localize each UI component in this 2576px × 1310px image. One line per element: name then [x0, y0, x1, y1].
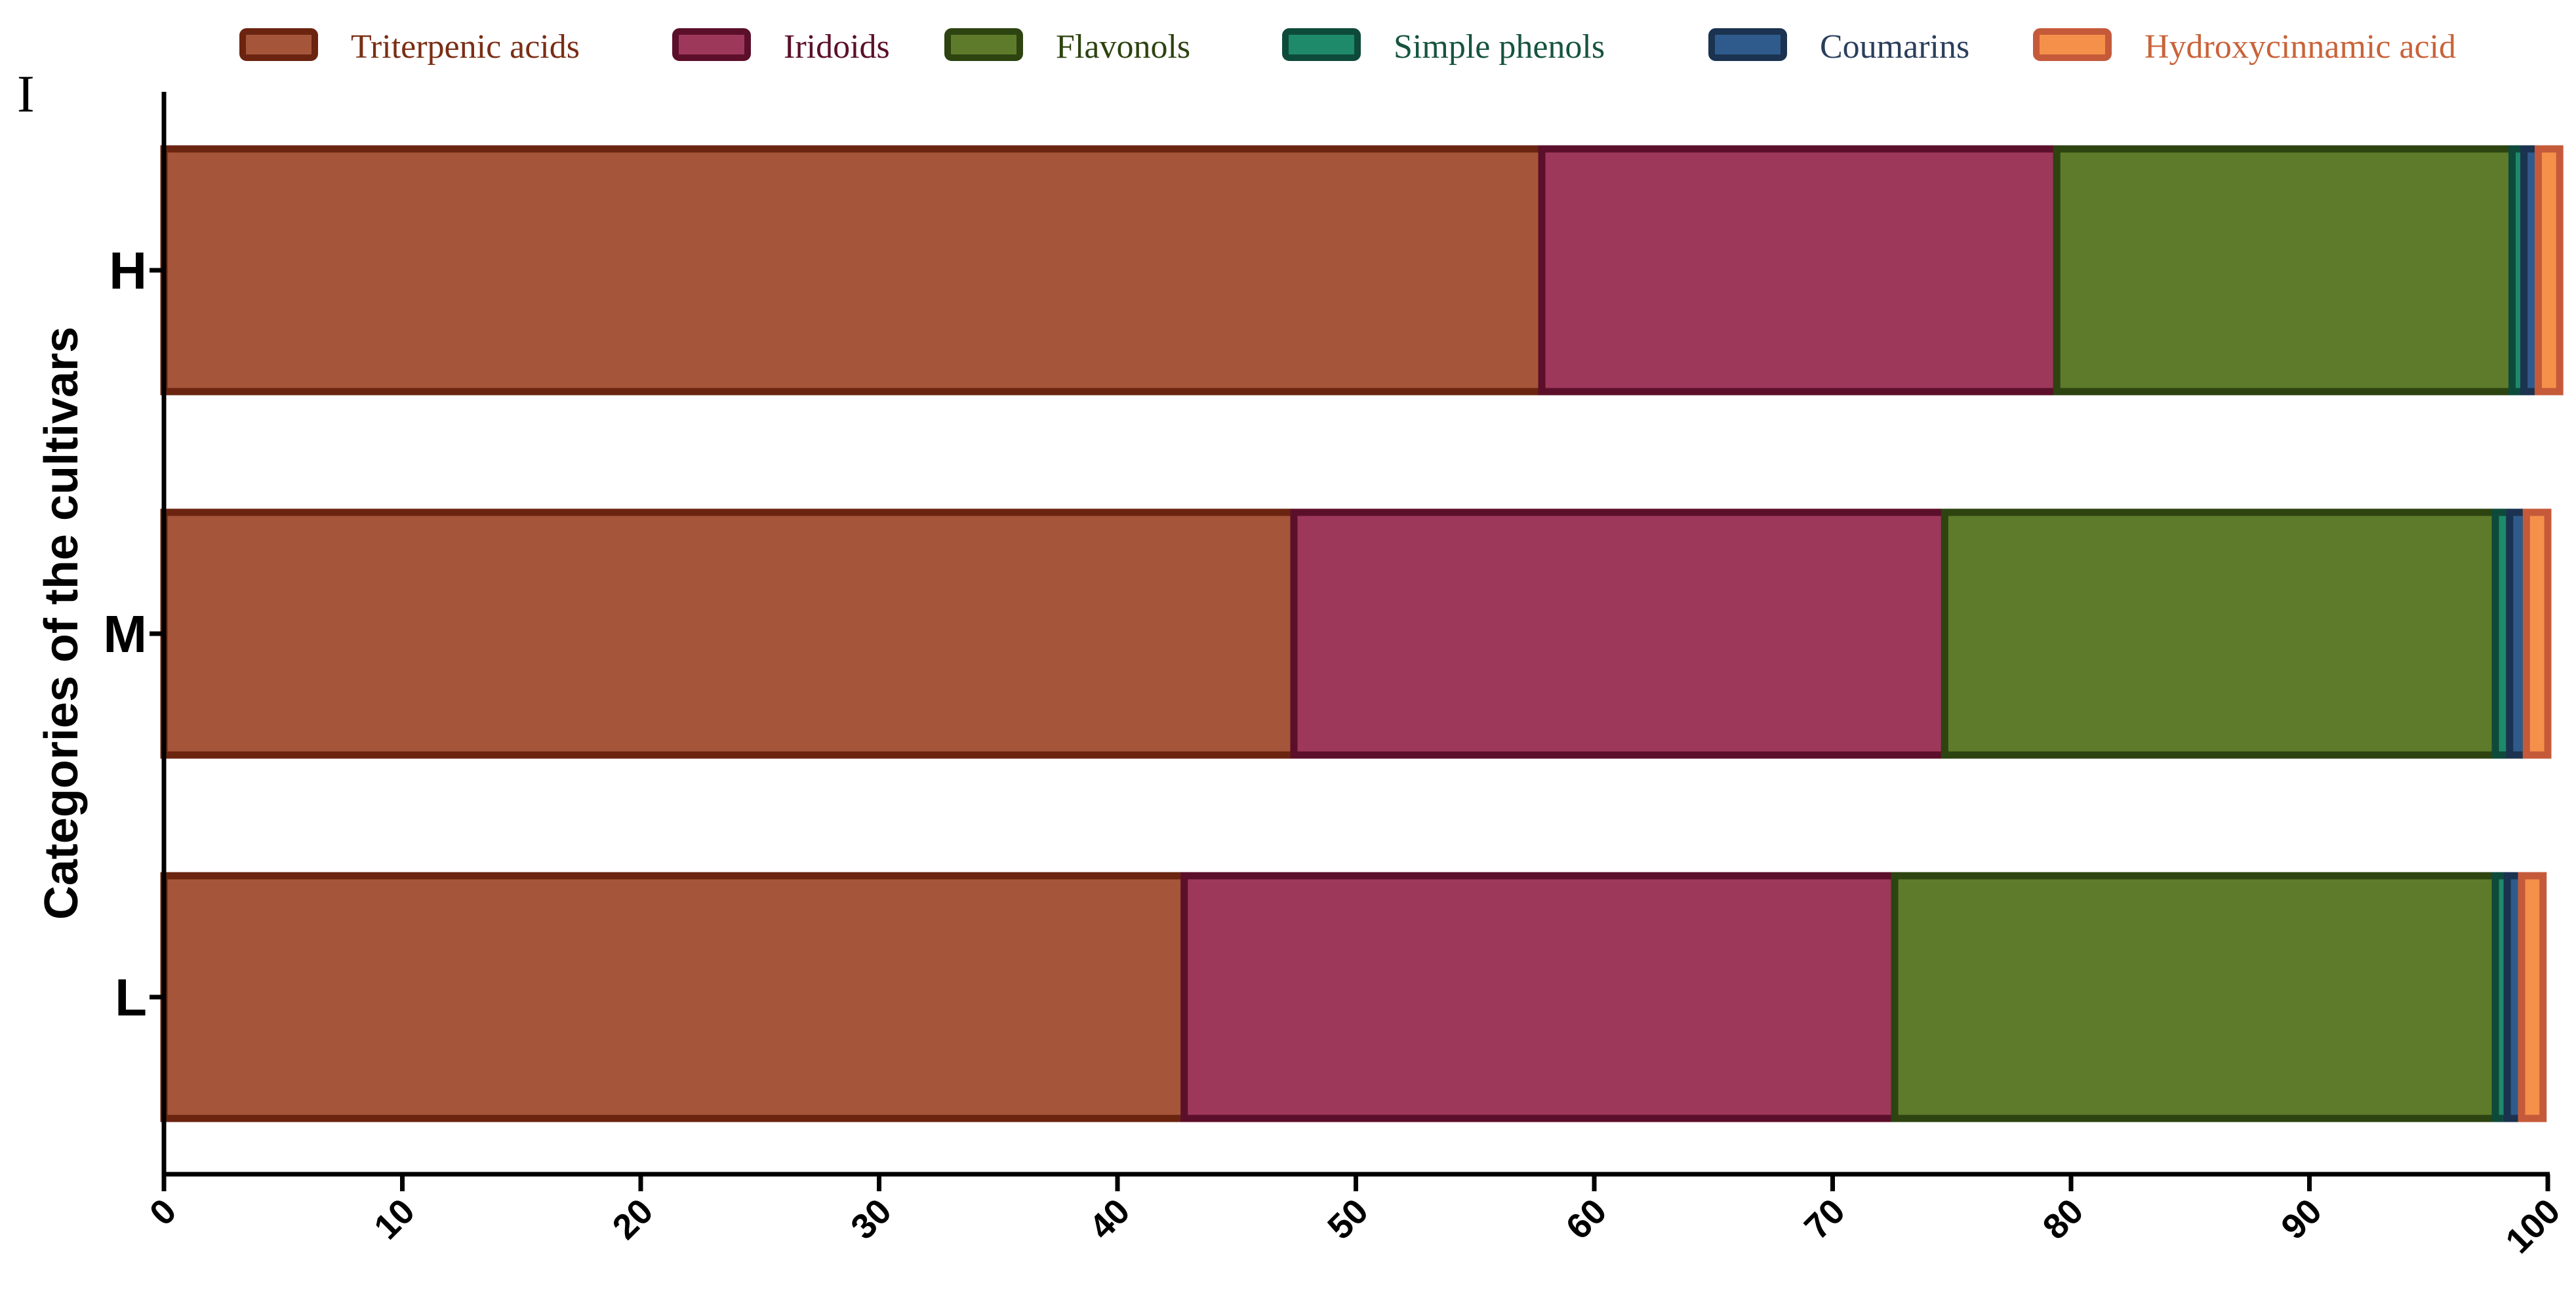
bar-segment — [160, 872, 1188, 1122]
bar-segment — [1180, 872, 1899, 1122]
legend-label: Iridoids — [784, 28, 890, 66]
bar-segment — [1538, 145, 2061, 396]
legend-swatch — [1282, 28, 1361, 61]
legend-label: Triterpenic acids — [351, 28, 580, 66]
legend-label: Flavonols — [1056, 28, 1190, 66]
y-axis-title: Categories of the cultivars — [35, 327, 88, 920]
x-tick-label: 0 — [142, 1191, 184, 1233]
legend-item: Coumarins — [1708, 28, 1969, 66]
legend-item: Flavonols — [944, 28, 1190, 66]
legend-swatch — [239, 28, 318, 61]
legend: Triterpenic acids Iridoids Flavonols Simple… — [239, 28, 2456, 66]
x-tick-label: 40 — [1082, 1191, 1138, 1247]
legend-item: Iridoids — [672, 28, 890, 66]
legend-item: Triterpenic acids — [239, 28, 580, 66]
bar-segment — [2522, 508, 2552, 759]
y-tick-label: L — [115, 968, 147, 1027]
x-tick-label: 70 — [1797, 1191, 1853, 1247]
legend-label: Coumarins — [1820, 28, 1969, 66]
legend-label: Simple phenols — [1394, 28, 1605, 66]
bar-segment — [2534, 145, 2564, 396]
y-tick-label: H — [109, 241, 147, 300]
bars — [160, 145, 2564, 1122]
x-tick-label: 90 — [2274, 1191, 2329, 1247]
legend-swatch — [2033, 28, 2112, 61]
x-tick-label: 20 — [605, 1191, 661, 1247]
bar-segment — [1891, 872, 2499, 1122]
bar-segment — [2518, 872, 2547, 1122]
legend-swatch — [944, 28, 1023, 61]
panel-label: I — [17, 66, 35, 123]
bar-segment — [160, 508, 1298, 759]
x-tick-label: 10 — [367, 1191, 422, 1247]
x-tick-label: 60 — [1559, 1191, 1615, 1247]
bar-segment — [160, 145, 1546, 396]
legend-swatch — [1708, 28, 1787, 61]
legend-item: Hydroxycinnamic acid — [2033, 28, 2456, 66]
legend-swatch — [672, 28, 751, 61]
legend-item: Simple phenols — [1282, 28, 1605, 66]
x-tick-label: 80 — [2036, 1191, 2091, 1247]
x-tick-label: 50 — [1320, 1191, 1376, 1247]
y-tick-label: M — [103, 605, 147, 663]
bar-segment — [1941, 508, 2499, 759]
bar-segment — [2053, 145, 2516, 396]
x-tick-label: 100 — [2498, 1191, 2567, 1261]
x-tick-label: 30 — [843, 1191, 899, 1247]
legend-label: Hydroxycinnamic acid — [2144, 28, 2456, 66]
bar-segment — [1290, 508, 1948, 759]
